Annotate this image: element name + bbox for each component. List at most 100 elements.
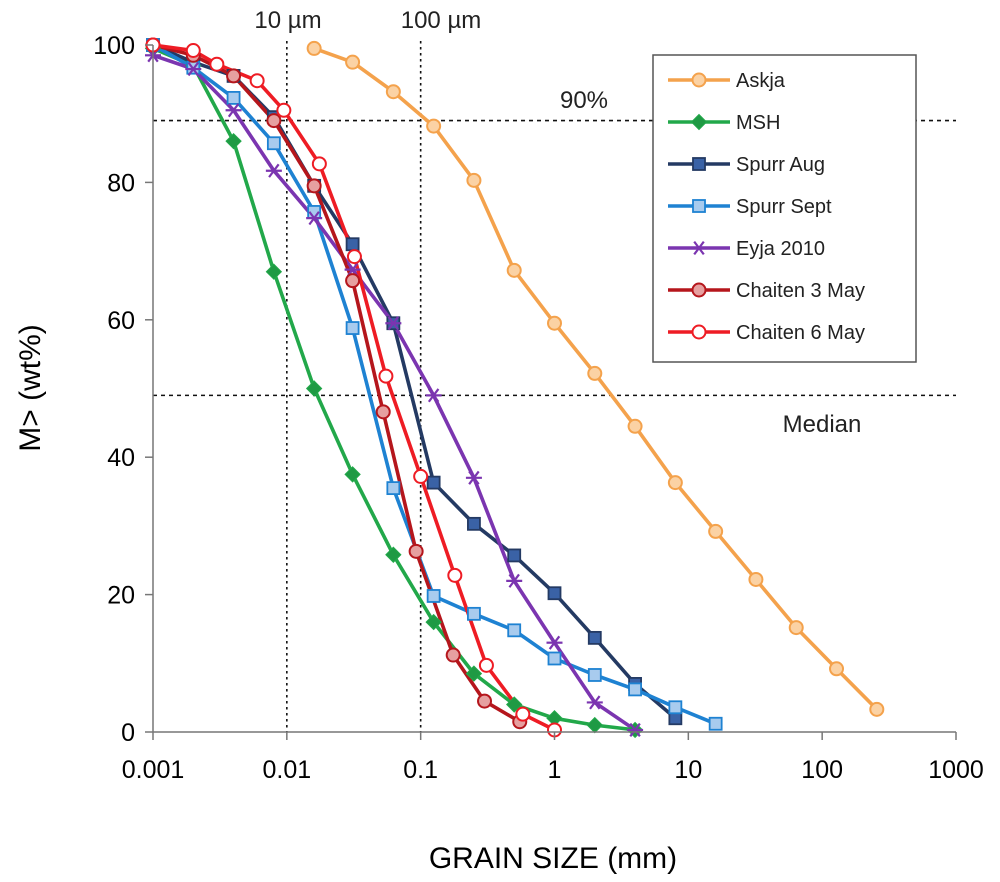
x-tick-label: 0.001 bbox=[122, 756, 185, 784]
x-tick-label: 0.01 bbox=[262, 756, 311, 784]
legend-label: Askja bbox=[736, 70, 786, 92]
data-point bbox=[547, 586, 562, 601]
star-stroke bbox=[468, 470, 480, 485]
data-point bbox=[185, 42, 201, 58]
y-tick-label: 40 bbox=[107, 444, 135, 472]
data-point bbox=[276, 102, 292, 118]
y-tick-labels: 0 20 40 60 80 100 bbox=[93, 32, 135, 747]
annotation-90pct: 90% bbox=[560, 87, 608, 114]
y-axis-label: M> (wt%) bbox=[14, 324, 47, 452]
y-tick-label: 100 bbox=[93, 32, 135, 60]
data-point bbox=[226, 68, 242, 84]
data-point bbox=[305, 380, 323, 397]
legend-marker bbox=[691, 324, 707, 340]
data-point bbox=[385, 84, 401, 100]
data-point bbox=[345, 237, 360, 252]
data-point bbox=[306, 40, 322, 56]
annotation-100um: 100 µm bbox=[401, 7, 482, 34]
data-point bbox=[426, 118, 442, 134]
annotation-10um: 10 µm bbox=[254, 7, 321, 34]
star-stroke bbox=[268, 163, 280, 178]
x-tick-labels: 0.001 0.01 0.1 1 10 100 1000 bbox=[122, 756, 984, 784]
data-point bbox=[506, 573, 523, 588]
star-stroke bbox=[508, 573, 520, 588]
data-point bbox=[506, 696, 523, 713]
data-point bbox=[788, 620, 804, 636]
data-point bbox=[466, 172, 482, 188]
legend-label: Eyja 2010 bbox=[736, 238, 825, 260]
axes bbox=[145, 44, 957, 740]
data-point bbox=[506, 262, 522, 278]
legend-marker bbox=[690, 113, 708, 131]
data-point bbox=[587, 365, 603, 381]
data-point bbox=[266, 136, 281, 151]
data-point bbox=[465, 470, 482, 485]
legend-label: Chaiten 6 May bbox=[736, 322, 865, 344]
x-tick-label: 1 bbox=[548, 756, 562, 784]
data-point bbox=[425, 388, 442, 403]
legend-marker bbox=[692, 199, 706, 213]
data-point bbox=[226, 90, 241, 105]
data-point bbox=[225, 132, 242, 150]
data-point bbox=[306, 211, 323, 226]
series-line-4 bbox=[152, 53, 637, 732]
x-tick-label: 100 bbox=[801, 756, 843, 784]
data-point bbox=[829, 661, 845, 677]
data-point bbox=[627, 722, 644, 737]
data-point bbox=[547, 651, 562, 666]
data-point bbox=[265, 263, 283, 280]
data-point bbox=[209, 56, 225, 72]
data-point bbox=[378, 368, 394, 384]
data-point bbox=[447, 567, 463, 583]
star-stroke bbox=[387, 316, 400, 331]
legend-label: Spurr Aug bbox=[736, 154, 825, 176]
data-point bbox=[708, 716, 723, 731]
star-stroke bbox=[693, 240, 705, 256]
data-point bbox=[628, 682, 642, 697]
star-stroke bbox=[629, 722, 641, 737]
data-point bbox=[225, 103, 242, 118]
legend-label: Spurr Sept bbox=[736, 196, 832, 218]
star-stroke bbox=[227, 103, 240, 118]
data-point bbox=[426, 475, 441, 490]
star-stroke bbox=[187, 61, 199, 77]
legend-label: MSH bbox=[736, 112, 780, 134]
data-point bbox=[869, 701, 885, 717]
data-point bbox=[445, 647, 461, 663]
data-point bbox=[465, 665, 483, 682]
data-point bbox=[708, 523, 724, 539]
data-point bbox=[547, 315, 562, 331]
star-stroke bbox=[427, 388, 440, 403]
data-point bbox=[586, 695, 603, 710]
data-point bbox=[467, 606, 481, 621]
legend-marker bbox=[691, 282, 707, 298]
data-point bbox=[477, 693, 493, 709]
y-tick-label: 60 bbox=[107, 307, 135, 335]
data-point bbox=[587, 630, 602, 645]
data-point bbox=[346, 249, 362, 265]
legend: Askja MSH Spurr Aug Spurr Sept Eyja 2010 Chai… bbox=[652, 54, 917, 363]
data-point bbox=[385, 546, 402, 563]
data-point bbox=[586, 716, 603, 734]
series-line-1 bbox=[152, 46, 636, 732]
x-axis-label: GRAIN SIZE (mm) bbox=[429, 842, 677, 875]
data-point bbox=[467, 516, 481, 531]
data-point bbox=[266, 113, 282, 129]
data-point bbox=[507, 548, 522, 563]
reference-lines bbox=[153, 41, 956, 732]
data-point bbox=[265, 163, 282, 178]
data-point bbox=[413, 468, 429, 484]
x-tick-label: 0.1 bbox=[403, 756, 438, 784]
data-point bbox=[627, 418, 643, 434]
y-tick-label: 20 bbox=[107, 582, 135, 610]
data-point bbox=[386, 481, 401, 496]
data-point bbox=[185, 61, 202, 77]
legend-marker bbox=[691, 240, 707, 256]
x-tick-label: 1000 bbox=[928, 756, 984, 784]
data-point bbox=[425, 613, 442, 631]
data-point bbox=[668, 700, 683, 715]
legend-marker bbox=[691, 72, 707, 88]
data-point bbox=[345, 273, 361, 289]
y-tick-label: 80 bbox=[107, 169, 135, 197]
